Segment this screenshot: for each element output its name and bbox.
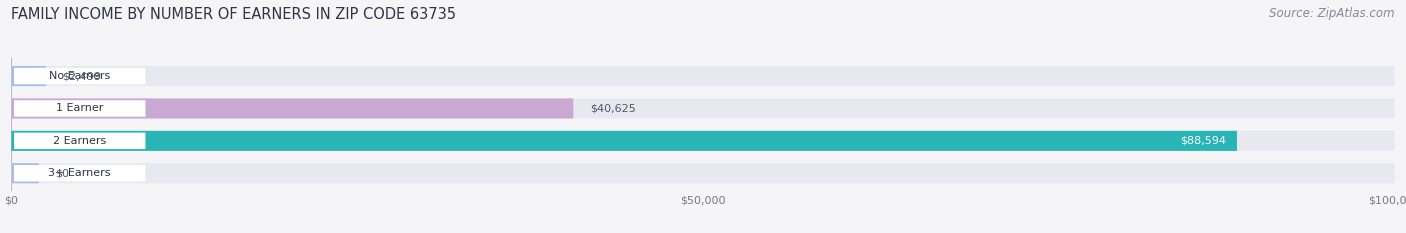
FancyBboxPatch shape [11, 66, 1395, 86]
FancyBboxPatch shape [11, 98, 574, 119]
Text: No Earners: No Earners [49, 71, 110, 81]
Text: 3+ Earners: 3+ Earners [48, 168, 111, 178]
Text: $0: $0 [55, 168, 69, 178]
Text: 2 Earners: 2 Earners [53, 136, 107, 146]
Text: $40,625: $40,625 [591, 103, 636, 113]
Text: Source: ZipAtlas.com: Source: ZipAtlas.com [1270, 7, 1395, 20]
FancyBboxPatch shape [11, 66, 46, 86]
FancyBboxPatch shape [14, 68, 145, 84]
FancyBboxPatch shape [14, 133, 145, 149]
FancyBboxPatch shape [14, 165, 145, 182]
FancyBboxPatch shape [11, 131, 1237, 151]
Text: $2,499: $2,499 [62, 71, 101, 81]
FancyBboxPatch shape [11, 98, 1395, 119]
FancyBboxPatch shape [11, 163, 1395, 183]
FancyBboxPatch shape [11, 131, 1395, 151]
Text: 1 Earner: 1 Earner [56, 103, 104, 113]
FancyBboxPatch shape [14, 100, 145, 117]
Text: FAMILY INCOME BY NUMBER OF EARNERS IN ZIP CODE 63735: FAMILY INCOME BY NUMBER OF EARNERS IN ZI… [11, 7, 457, 22]
FancyBboxPatch shape [11, 163, 39, 183]
Text: $88,594: $88,594 [1180, 136, 1226, 146]
